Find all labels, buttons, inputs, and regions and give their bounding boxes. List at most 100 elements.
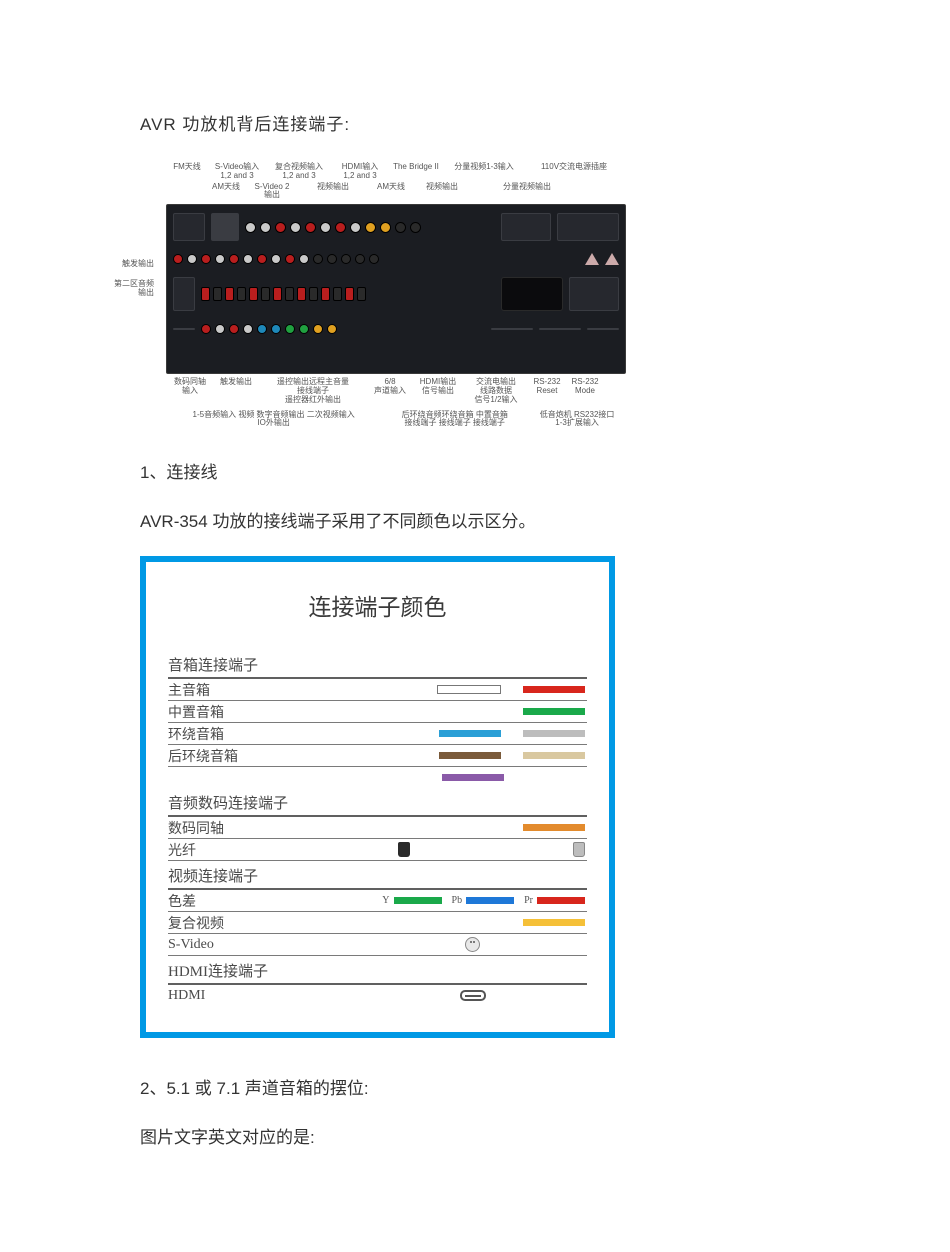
panel-label: RS-232 Reset xyxy=(528,378,566,404)
color-section-head: HDMI连接端子 xyxy=(168,960,587,985)
binding-post xyxy=(333,287,342,301)
rca-jack xyxy=(271,324,281,334)
color-row-swatches xyxy=(358,824,587,831)
section-1-label: 1、连接线 xyxy=(140,458,810,483)
rca-jack xyxy=(355,254,365,264)
rca-jack xyxy=(173,254,183,264)
binding-post-row xyxy=(201,277,495,311)
rca-jack xyxy=(395,222,406,233)
binding-post xyxy=(357,287,366,301)
rca-jack xyxy=(299,324,309,334)
page-title: AVR 功放机背后连接端子: xyxy=(140,110,810,135)
panel-label: 数码同轴 输入 xyxy=(166,378,214,404)
color-section-head: 音箱连接端子 xyxy=(168,654,587,679)
color-row-swatches xyxy=(358,730,587,737)
color-card-title: 连接端子颜色 xyxy=(168,588,587,622)
rca-jack xyxy=(187,254,197,264)
color-row-label: 复合视频 xyxy=(168,913,358,933)
panel-label: 110V交流电源插座 xyxy=(524,163,624,181)
rca-jack xyxy=(271,254,281,264)
binding-post xyxy=(201,287,210,301)
color-row-label: 数码同轴 xyxy=(168,818,358,838)
color-swatch xyxy=(466,897,514,904)
ypbpr-group: Pr xyxy=(524,895,585,906)
warning-icon xyxy=(605,253,619,265)
color-section-head: 视频连接端子 xyxy=(168,865,587,890)
color-row: HDMI xyxy=(168,985,587,1006)
panel-label: 触发输出 xyxy=(214,378,258,404)
rca-jack xyxy=(257,324,267,334)
binding-post xyxy=(237,287,246,301)
color-row-label: S-Video xyxy=(168,937,358,953)
color-row: 后环绕音箱 xyxy=(168,745,587,767)
binding-post xyxy=(285,287,294,301)
rca-row-3 xyxy=(201,324,485,334)
color-card-body: 音箱连接端子主音箱中置音箱环绕音箱后环绕音箱音频数码连接端子数码同轴光纤视频连接… xyxy=(168,654,587,1006)
binding-post xyxy=(345,287,354,301)
rca-jack xyxy=(341,254,351,264)
rca-jack xyxy=(285,324,295,334)
color-row-swatches xyxy=(358,990,587,1001)
rca-jack xyxy=(215,254,225,264)
rca-row-2 xyxy=(173,254,543,264)
rca-jack xyxy=(243,254,253,264)
rear-panel-second-labels: AM天线S-Video 2 输出视频输出AM天线视频输出分量视频输出 xyxy=(166,183,626,201)
binding-post xyxy=(261,287,270,301)
panel-label: 分量视频1-3输入 xyxy=(444,163,524,181)
panel-label: 1-5音频输入 视频 数字音频输出 二次视频输入 IO外输出 xyxy=(166,411,381,429)
rca-jack xyxy=(215,324,225,334)
rca-jack xyxy=(380,222,391,233)
panel-label: 视频输出 xyxy=(412,183,472,201)
rca-jack xyxy=(229,254,239,264)
color-row-swatches xyxy=(358,708,587,715)
color-row-label: 中置音箱 xyxy=(168,702,358,722)
rear-panel-top-labels: FM天线S-Video输入 1,2 and 3复合视频输入 1,2 and 3H… xyxy=(166,163,626,181)
document-page: AVR 功放机背后连接端子: FM天线S-Video输入 1,2 and 3复合… xyxy=(0,0,950,1252)
color-row-label: 环绕音箱 xyxy=(168,724,358,744)
rca-jack xyxy=(410,222,421,233)
panel-label: HDMI输入 1,2 and 3 xyxy=(332,163,388,181)
rca-jack xyxy=(327,324,337,334)
color-row-label: 色差 xyxy=(168,891,358,911)
svideo-icon xyxy=(465,937,480,952)
binding-post xyxy=(321,287,330,301)
color-row-swatches: YPbPr xyxy=(358,895,587,906)
color-row: S-Video xyxy=(168,934,587,956)
panel-label: 低音炮机 RS232接口 1-3扩展输入 xyxy=(528,411,626,429)
rca-jack xyxy=(243,324,253,334)
panel-label: 6/8 声道输入 xyxy=(368,378,412,404)
rca-jack xyxy=(275,222,286,233)
section-2-body: 图片文字英文对应的是: xyxy=(140,1123,810,1148)
connector-color-card: 连接端子颜色 音箱连接端子主音箱中置音箱环绕音箱后环绕音箱音频数码连接端子数码同… xyxy=(140,556,615,1038)
color-swatch xyxy=(437,685,501,694)
color-swatch xyxy=(439,730,501,737)
color-swatch xyxy=(394,897,442,904)
rca-jack xyxy=(313,254,323,264)
binding-post xyxy=(309,287,318,301)
color-row: 中置音箱 xyxy=(168,701,587,723)
rca-jack xyxy=(305,222,316,233)
panel-label: 交流电输出 线路数据 信号1/2输入 xyxy=(464,378,528,404)
warning-icon xyxy=(585,253,599,265)
rca-row-1 xyxy=(245,213,495,241)
color-row: 色差YPbPr xyxy=(168,890,587,912)
rear-panel-chassis xyxy=(166,204,626,374)
ypbpr-group: Y xyxy=(382,895,441,906)
binding-post xyxy=(213,287,222,301)
panel-label: AM天线 xyxy=(370,183,412,201)
binding-post xyxy=(297,287,306,301)
color-row: 主音箱 xyxy=(168,679,587,701)
rear-panel-figure: FM天线S-Video输入 1,2 and 3复合视频输入 1,2 and 3H… xyxy=(166,163,626,428)
rca-jack xyxy=(201,254,211,264)
rca-jack xyxy=(201,324,211,334)
color-swatch xyxy=(439,752,501,759)
rear-panel-bottom-labels-b: 1-5音频输入 视频 数字音频输出 二次视频输入 IO外输出后环绕音频环绕音箱 … xyxy=(166,411,626,429)
rca-jack xyxy=(320,222,331,233)
binding-post xyxy=(225,287,234,301)
rca-jack xyxy=(313,324,323,334)
panel-label: S-Video输入 1,2 and 3 xyxy=(208,163,266,181)
color-row-swatches xyxy=(358,774,587,781)
panel-label: 视频输出 xyxy=(296,183,370,201)
panel-label: 复合视频输入 1,2 and 3 xyxy=(266,163,332,181)
color-swatch xyxy=(523,752,585,759)
